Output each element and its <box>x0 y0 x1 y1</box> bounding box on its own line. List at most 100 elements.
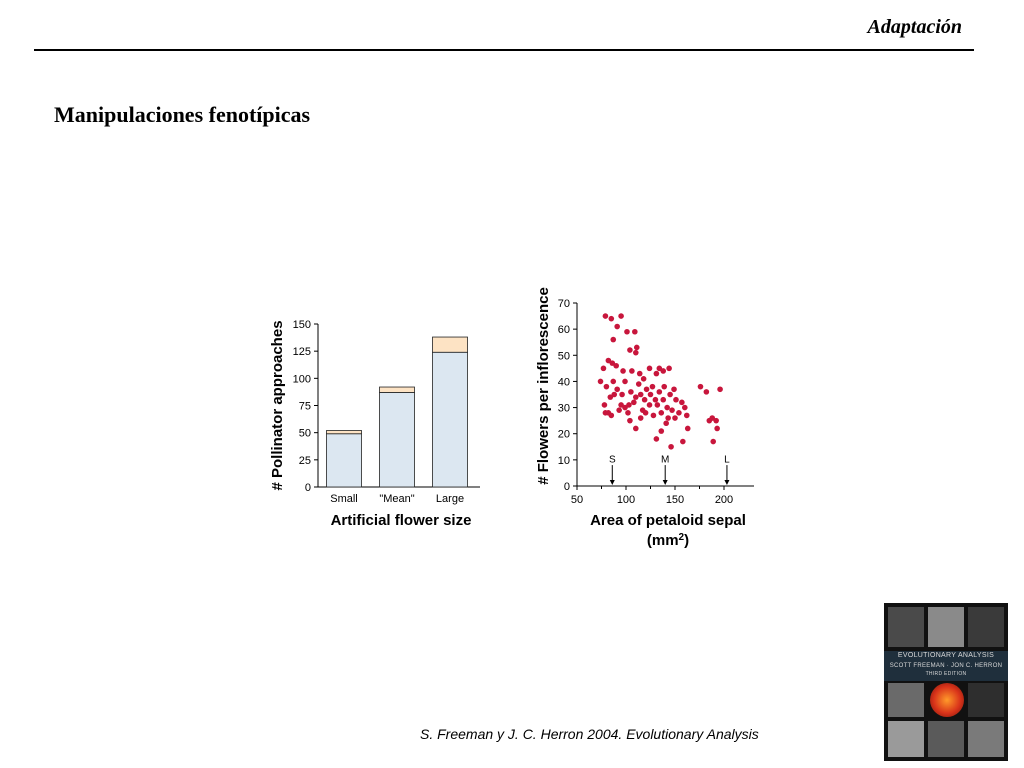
scatter-point <box>633 349 639 356</box>
y-tick-label: 60 <box>558 324 570 336</box>
x-tick-label: 50 <box>571 494 583 506</box>
bar-segment <box>326 433 362 488</box>
scatter-point <box>646 365 653 372</box>
y-tick-label: 40 <box>558 376 570 388</box>
sepal-scatter-chart: 0 10 20 30 40 50 60 70 50 100 150 200 S M L Area of pet… <box>535 287 754 550</box>
scatter-point <box>610 378 617 385</box>
bar-segment <box>432 336 468 353</box>
scatter-point <box>628 389 634 395</box>
scatter-point <box>633 425 639 432</box>
scatter-point <box>629 368 635 374</box>
scatter-point <box>610 336 617 343</box>
scatter-point <box>627 347 633 353</box>
scatter-point <box>653 436 660 442</box>
y-axis-title: # Pollinator approaches <box>269 320 286 490</box>
scatter-point <box>650 412 657 419</box>
scatter-point <box>635 381 642 387</box>
scatter-point <box>664 404 670 411</box>
scatter-point <box>661 383 668 390</box>
x-tick-label: 100 <box>617 494 635 506</box>
scatter-point <box>676 410 682 416</box>
scatter-point <box>679 399 685 406</box>
book-cover-band: EVOLUTIONARY ANALYSIS SCOTT FREEMAN · JO… <box>884 651 1008 681</box>
scatter-point <box>600 365 607 372</box>
bar-segment <box>326 430 362 435</box>
book-cover-image: EVOLUTIONARY ANALYSIS SCOTT FREEMAN · JO… <box>884 603 1008 761</box>
scatter-point <box>637 391 644 398</box>
scatter-point <box>646 402 653 408</box>
y-tick-label: 10 <box>558 455 570 467</box>
y-tick-label: 20 <box>558 429 570 441</box>
y-tick-label: 50 <box>299 428 311 440</box>
scatter-point <box>627 417 633 424</box>
scatter-point <box>684 425 691 432</box>
scatter-point <box>660 396 667 403</box>
y-tick-label: 100 <box>293 373 311 385</box>
scatter-point <box>608 412 615 419</box>
scatter-point <box>633 394 639 400</box>
y-tick-label: 0 <box>564 481 570 493</box>
x-tick-label: Large <box>436 493 464 505</box>
book-title: EVOLUTIONARY ANALYSIS <box>897 652 995 659</box>
scatter-point <box>714 425 720 432</box>
x-tick-label: 200 <box>715 494 733 506</box>
scatter-point <box>671 386 677 393</box>
scatter-point <box>601 402 608 408</box>
scatter-point <box>622 378 628 385</box>
scatter-point <box>633 344 640 351</box>
scatter-point <box>641 396 648 403</box>
scatter-point <box>666 365 672 372</box>
bar-segment <box>379 392 415 488</box>
x-tick-label: "Mean" <box>379 493 414 505</box>
size-marker-label: M <box>661 454 669 465</box>
scatter-point <box>672 415 678 421</box>
scatter-point <box>658 410 665 416</box>
scatter-point <box>602 313 609 319</box>
scatter-point <box>668 443 674 450</box>
scatter-point <box>602 410 609 416</box>
citation: S. Freeman y J. C. Herron 2004. Evolutio… <box>420 726 759 742</box>
y-tick-label: 25 <box>299 455 311 467</box>
x-tick-label: Small <box>330 493 358 505</box>
scatter-point <box>608 315 615 322</box>
scatter-point <box>640 376 647 382</box>
scatter-point <box>597 378 604 385</box>
scatter-point <box>618 313 624 319</box>
scatter-point <box>703 389 710 395</box>
scatter-point <box>603 383 610 390</box>
y-tick-label: 50 <box>558 350 570 362</box>
scatter-point <box>663 420 669 427</box>
book-authors: SCOTT FREEMAN · JON C. HERRON <box>889 663 1003 669</box>
size-marker-label: S <box>609 454 616 465</box>
scatter-point <box>680 438 686 445</box>
size-marker-arrowhead <box>609 480 615 485</box>
y-tick-label: 0 <box>305 482 311 494</box>
scatter-point <box>673 396 679 403</box>
scatter-point <box>654 402 661 408</box>
scatter-point <box>616 407 622 413</box>
scatter-point <box>632 328 638 335</box>
x-tick-label: 150 <box>666 494 684 506</box>
x-axis-title: Area of petaloid sepal <box>590 512 746 529</box>
x-axis-title: Artificial flower size <box>331 512 472 529</box>
scatter-point <box>642 410 649 416</box>
y-tick-label: 125 <box>293 346 311 358</box>
scatter-point <box>619 391 625 398</box>
scatter-point <box>613 362 619 369</box>
scatter-point <box>637 415 644 421</box>
bar-segment <box>432 351 468 488</box>
slide-title: Manipulaciones fenotípicas <box>54 102 311 127</box>
book-edition: THIRD EDITION <box>925 671 967 677</box>
scatter-point <box>636 370 643 377</box>
scatter-point <box>665 415 671 421</box>
scatter-point <box>713 417 719 424</box>
size-marker-arrowhead <box>724 480 730 485</box>
scatter-point <box>717 386 723 393</box>
scatter-point <box>624 328 630 335</box>
y-axis-title: # Flowers per inflorescence <box>535 287 552 485</box>
scatter-point <box>660 368 667 374</box>
size-marker-label: L <box>724 454 730 465</box>
scatter-point <box>614 323 620 330</box>
scatter-point <box>667 391 673 398</box>
x-axis-unit: (mm2) <box>647 532 689 550</box>
